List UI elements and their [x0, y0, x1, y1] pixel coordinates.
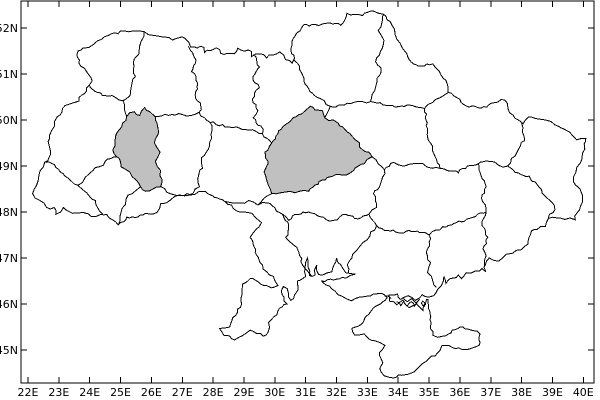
border-ivano-frankivsk-chernivtsi [118, 186, 141, 225]
border-kyiv-poltava [324, 106, 331, 118]
border-kherson-zaporizhzhia [425, 234, 437, 288]
border-khmelnytskyi-vinnytsia [192, 122, 213, 194]
x-tick-label: 34E [388, 386, 409, 399]
x-tick-label: 23E [48, 386, 69, 399]
x-tick-label: 32E [326, 386, 347, 399]
border-lviv-ivano-frankivsk [77, 156, 117, 186]
border-zhytomyr-khmelnytskyi [198, 112, 211, 123]
y-tick-label: 48N [0, 206, 18, 219]
x-tick-label: 26E [141, 386, 162, 399]
sivash-lagoon-detail-3 [420, 300, 426, 308]
border-rivne-zhytomyr [187, 46, 202, 113]
border-odesa-mykolaiv [282, 214, 312, 276]
x-tick-label: 35E [419, 386, 440, 399]
plot-frame [20, 0, 595, 384]
x-tick-label: 27E [172, 386, 193, 399]
x-tick-label: 29E [233, 386, 254, 399]
border-poltava-dnipropetrovsk [383, 161, 440, 171]
x-tick-label: 38E [511, 386, 532, 399]
x-tick-label: 30E [264, 386, 285, 399]
border-dnipropetrovsk-mykolaiv [368, 214, 378, 227]
x-tick-label: 31E [295, 386, 316, 399]
border-dnipropetrovsk-zaporizhzhia [428, 211, 487, 236]
border-poltava-kharkiv [423, 108, 441, 169]
x-tick-label: 37E [480, 386, 501, 399]
border-kharkiv-donetsk [478, 160, 508, 168]
border-chernihiv-sumy [369, 15, 385, 102]
border-vinnytsia-odesa [224, 199, 259, 206]
border-rivne-khmelnytskyi [155, 111, 200, 118]
x-tick-label: 22E [18, 386, 39, 399]
border-volyn-rivne [122, 31, 145, 102]
border-mykolaiv-kherson [346, 225, 378, 274]
border-volyn-lviv [88, 84, 124, 102]
border-kyiv-chernihiv [292, 58, 331, 107]
x-tick-label: 28E [203, 386, 224, 399]
border-kharkiv-luhansk [507, 123, 526, 167]
ukraine-outline [32, 10, 587, 379]
border-vinnytsia-kirovohrad [257, 193, 272, 206]
border-sumy-kharkiv [424, 91, 449, 109]
border-zakarpattia-carpathian-ridge [45, 161, 104, 215]
x-tick-label: 40E [573, 386, 594, 399]
x-tick-label: 36E [449, 386, 470, 399]
sivash-lagoon-detail-2 [402, 296, 421, 304]
y-tick-label: 52N [0, 22, 18, 35]
border-kyiv-vinnytsia [262, 133, 273, 144]
border-kherson-crimea [384, 295, 392, 299]
x-tick-label: 25E [110, 386, 131, 399]
y-tick-label: 45N [0, 344, 18, 357]
border-poltava-kremenchuk [371, 156, 385, 171]
border-zhytomyr-kyiv [251, 54, 264, 134]
y-tick-label: 49N [0, 160, 18, 173]
y-tick-label: 51N [0, 68, 18, 81]
border-khmelnytskyi-chernivtsi [160, 186, 194, 197]
border-donetsk-luhansk [507, 165, 556, 219]
border-kirovohrad-odesa [257, 202, 283, 215]
border-rivne-lviv [122, 100, 128, 117]
border-kherson-dnipropetrovsk [376, 225, 430, 236]
border-dnipropetrovsk-donetsk [477, 163, 487, 212]
border-chernihiv-poltava [330, 100, 371, 108]
border-sumy-poltava [370, 101, 425, 109]
sivash-lagoon-detail-1 [396, 300, 418, 308]
x-tick-label: 33E [357, 386, 378, 399]
y-tick-label: 47N [0, 252, 18, 265]
region-cherkasy-oblast [263, 105, 373, 195]
border-donetsk-zaporizhzhia [481, 211, 489, 266]
border-kirovohrad-mykolaiv [282, 211, 370, 222]
x-tick-label: 24E [79, 386, 100, 399]
border-zhytomyr-vinnytsia [209, 121, 263, 135]
x-tick-label: 39E [542, 386, 563, 399]
border-kharkiv-dnipropetrovsk [439, 163, 479, 174]
border-chernivtsi-vinnytsia [190, 193, 194, 196]
y-tick-label: 50N [0, 114, 18, 127]
y-tick-label: 46N [0, 298, 18, 311]
border-dnipropetrovsk-kirovohrad [368, 169, 386, 215]
